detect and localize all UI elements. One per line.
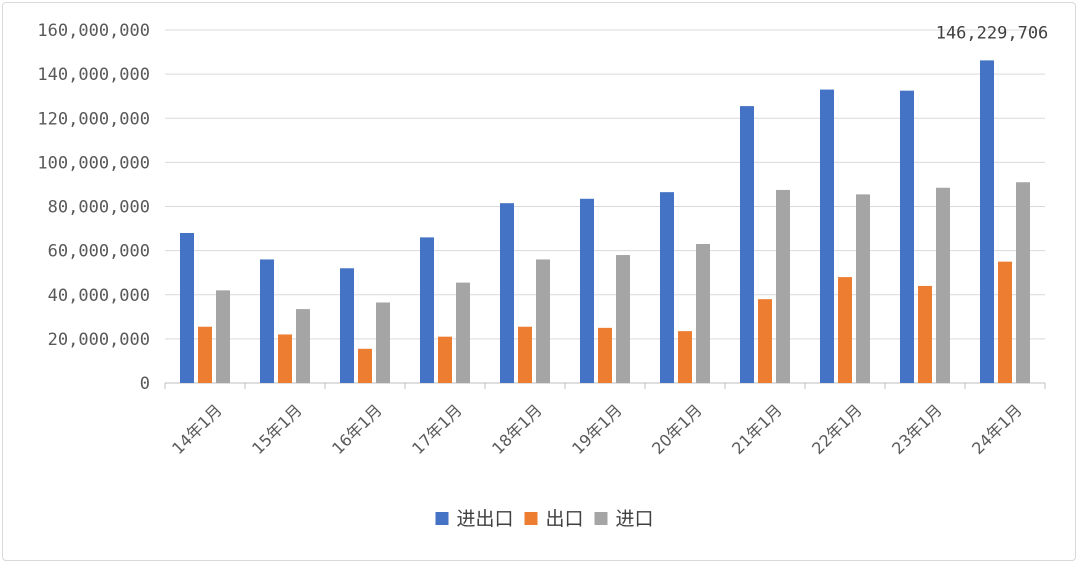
bar — [660, 192, 674, 383]
x-tick-label: 14年1月 — [168, 400, 226, 458]
bar — [278, 334, 292, 383]
bar — [998, 261, 1012, 383]
x-axis-labels: 14年1月 15年1月 16年1月 17年1月 18年1月 19年1月 20年1月 21年1月… — [168, 400, 1026, 458]
data-label: 146,229,706 — [936, 23, 1049, 43]
bar — [296, 309, 310, 383]
bars — [180, 60, 1030, 384]
bar — [820, 89, 834, 383]
legend-swatch — [594, 512, 608, 525]
gridlines — [164, 29, 1046, 389]
y-tick-label: 20,000,000 — [48, 330, 150, 350]
bar — [580, 198, 594, 383]
bar — [776, 189, 790, 383]
bar — [980, 60, 994, 384]
x-tick-label: 21年1月 — [728, 400, 786, 458]
bar — [696, 244, 710, 383]
y-tick-label: 140,000,000 — [37, 65, 150, 85]
bar — [358, 348, 372, 383]
x-tick-label: 16年1月 — [328, 400, 386, 458]
bar — [518, 326, 532, 383]
bar — [216, 290, 230, 383]
x-tick-label: 18年1月 — [488, 400, 546, 458]
bar — [838, 277, 852, 383]
y-tick-label: 60,000,000 — [48, 242, 150, 262]
bar — [900, 90, 914, 383]
y-tick-label: 120,000,000 — [37, 109, 150, 129]
legend: 进出口 出口 进口 — [435, 508, 654, 530]
bar — [438, 336, 452, 383]
legend-label: 进出口 — [457, 508, 514, 530]
bar — [340, 268, 354, 383]
bar — [198, 326, 212, 383]
x-tick-label: 15年1月 — [248, 400, 306, 458]
x-tick-label: 23年1月 — [888, 400, 946, 458]
x-tick-label: 20年1月 — [648, 400, 706, 458]
x-tick-label: 24年1月 — [968, 400, 1026, 458]
bar — [536, 259, 550, 383]
x-tick-label: 22年1月 — [808, 400, 866, 458]
data-labels: 146,229,706 — [936, 23, 1049, 43]
legend-label: 出口 — [546, 508, 584, 530]
bar — [616, 255, 630, 383]
y-tick-label: 80,000,000 — [48, 198, 150, 218]
bar — [180, 232, 194, 383]
y-tick-label: 100,000,000 — [37, 153, 150, 173]
x-tick-label: 19年1月 — [568, 400, 626, 458]
bar — [740, 106, 754, 383]
legend-swatch — [524, 512, 538, 525]
bar — [500, 203, 514, 383]
y-tick-label: 40,000,000 — [48, 286, 150, 306]
x-tick-label: 17年1月 — [408, 400, 466, 458]
bar — [678, 331, 692, 383]
legend-swatch — [435, 512, 449, 525]
bar — [456, 282, 470, 383]
bar — [936, 187, 950, 383]
bar — [260, 259, 274, 383]
bar — [376, 302, 390, 383]
bar — [598, 327, 612, 383]
y-axis-labels: 0 20,000,000 40,000,000 60,000,000 80,000,00… — [37, 21, 150, 394]
y-tick-label: 160,000,000 — [37, 21, 150, 41]
bar — [758, 299, 772, 383]
bar — [420, 237, 434, 383]
bar — [1016, 182, 1030, 383]
y-tick-label: 0 — [140, 374, 150, 394]
bar — [856, 194, 870, 383]
legend-label: 进口 — [616, 508, 654, 530]
bar — [918, 285, 932, 383]
